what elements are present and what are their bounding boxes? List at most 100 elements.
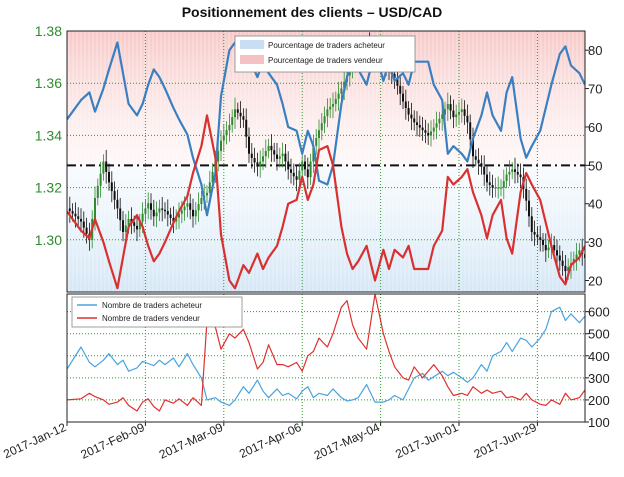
candle-body	[130, 218, 133, 223]
candle-body	[250, 153, 253, 159]
candle-body	[449, 104, 452, 111]
candle-body	[127, 218, 130, 226]
candle-body	[491, 184, 494, 188]
price-axis: 1.30 1.32 1.34 1.36 1.38	[35, 23, 62, 248]
date-tick-label: 2017-Jan-12	[1, 420, 68, 461]
candle-body	[169, 214, 172, 219]
candle-body	[488, 182, 491, 185]
candle-body	[564, 265, 567, 272]
candle-body	[222, 135, 225, 141]
candle-body	[539, 237, 542, 240]
candle-body	[578, 250, 581, 255]
candle-body	[315, 138, 318, 146]
top-panel-frame	[66, 30, 586, 293]
candle-body	[96, 185, 99, 199]
candle-body	[480, 163, 483, 167]
candle-body	[430, 131, 432, 136]
candle-body	[220, 140, 222, 152]
candle-body	[472, 139, 474, 157]
candle-body	[438, 118, 441, 124]
candle-body	[536, 234, 539, 238]
candle-body	[446, 104, 449, 110]
candle-body	[287, 161, 290, 170]
candle-body	[424, 130, 427, 133]
candle-body	[281, 153, 284, 157]
candle-body	[172, 218, 175, 222]
candle-body	[136, 225, 138, 230]
candle-body	[99, 173, 102, 186]
candle-body	[421, 127, 424, 131]
candle-body	[309, 161, 312, 178]
candle-body	[217, 151, 220, 162]
candle-body	[298, 170, 301, 180]
candle-body	[326, 109, 329, 117]
date-tick-label: 2017-Mar-09	[157, 420, 225, 462]
candle-body	[180, 210, 183, 214]
candle-body	[105, 161, 108, 172]
count-tick-label: 500	[588, 327, 610, 342]
candle-body	[192, 209, 194, 217]
candle-body	[301, 161, 304, 171]
candle-body	[402, 93, 404, 102]
candle-body	[141, 213, 144, 222]
candle-body	[547, 247, 550, 251]
candle-body	[138, 221, 141, 230]
candle-body	[161, 208, 164, 210]
price-tick-label: 1.36	[35, 75, 62, 91]
top-legend-box	[234, 35, 416, 73]
candle-body	[329, 106, 332, 110]
candle-body	[267, 145, 270, 152]
candle-body	[502, 181, 505, 188]
candle-body	[407, 107, 410, 115]
candle-body	[544, 245, 547, 251]
candle-body	[474, 156, 477, 160]
date-axis: 2017-Jan-12 2017-Feb-09 2017-Mar-09 2017-Ap…	[1, 420, 539, 463]
percent-tick-label: 30	[588, 235, 602, 250]
candle-body	[399, 85, 402, 94]
candle-body	[558, 255, 561, 261]
candle-body	[460, 109, 463, 112]
candle-body	[393, 74, 396, 78]
candle-body	[432, 127, 435, 132]
candle-body	[486, 174, 488, 183]
candle-body	[262, 156, 264, 162]
candle-body	[147, 203, 150, 209]
candle-body	[264, 151, 267, 157]
candle-body	[82, 221, 85, 228]
bullish-sentiment-band	[67, 165, 585, 292]
candle-body	[290, 169, 292, 173]
candle-body	[77, 216, 80, 219]
candle-body	[410, 114, 413, 119]
candle-body	[556, 250, 558, 256]
candle-body	[80, 218, 82, 222]
candle-body	[505, 174, 508, 182]
price-tick-label: 1.30	[35, 232, 62, 248]
candle-body	[74, 213, 77, 217]
candle-body	[497, 187, 500, 189]
count-tick-label: 200	[588, 393, 610, 408]
legend-label-vendeur-percent: Pourcentage de traders vendeur	[268, 56, 383, 65]
candle-body	[284, 153, 287, 162]
bottom-panel-frame	[66, 293, 586, 423]
candle-body	[248, 136, 250, 154]
percent-tick-label: 70	[588, 82, 602, 97]
legend-label-vendeur-count: Nombre de traders vendeur	[102, 314, 200, 323]
candle-body	[334, 98, 337, 105]
candle-body	[71, 211, 74, 214]
legend-swatch-vendeur	[240, 55, 264, 64]
candle-body	[466, 115, 469, 123]
date-tick-label: 2017-Jun-01	[393, 420, 460, 461]
candle-body	[332, 104, 334, 107]
candle-body	[477, 159, 480, 164]
candle-body	[561, 260, 564, 266]
candle-body	[276, 154, 278, 159]
count-tick-label: 300	[588, 371, 610, 386]
candle-body	[441, 114, 444, 119]
date-tick-label: 2017-Apr-06	[237, 420, 304, 461]
candle-body	[259, 161, 262, 167]
candle-body	[455, 114, 458, 118]
candle-body	[516, 171, 519, 175]
candle-body	[318, 130, 320, 139]
candle-body	[119, 208, 122, 221]
